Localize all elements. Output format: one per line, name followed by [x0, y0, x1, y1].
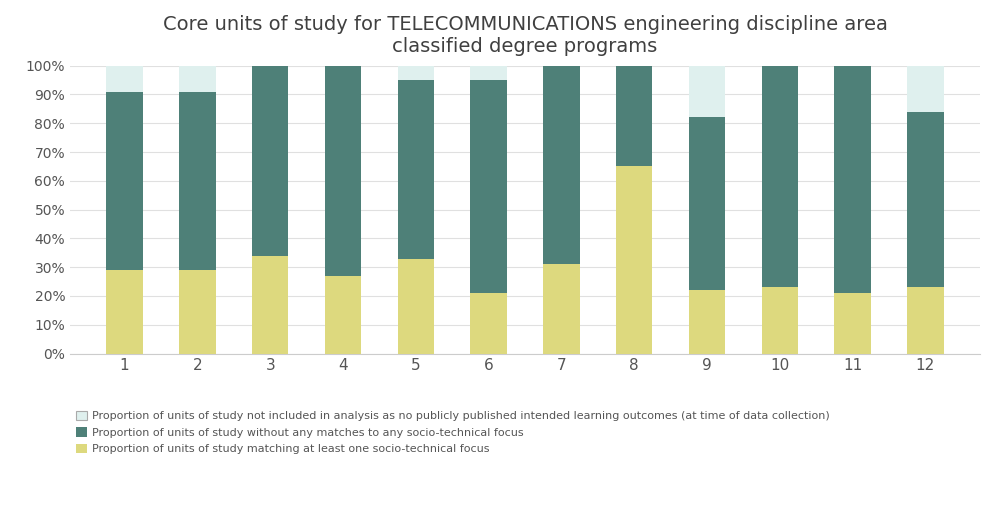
- Bar: [689, 66, 725, 118]
- Bar: [252, 66, 288, 256]
- Bar: [470, 293, 507, 354]
- Bar: [398, 259, 434, 354]
- Bar: [543, 66, 580, 264]
- Bar: [325, 276, 361, 354]
- Bar: [179, 66, 216, 91]
- Bar: [106, 270, 143, 354]
- Bar: [470, 80, 507, 293]
- Bar: [398, 80, 434, 259]
- Title: Core units of study for TELECOMMUNICATIONS engineering discipline area
classifie: Core units of study for TELECOMMUNICATIO…: [163, 15, 887, 56]
- Bar: [543, 264, 580, 354]
- Bar: [106, 91, 143, 270]
- Bar: [325, 66, 361, 276]
- Bar: [689, 290, 725, 354]
- Bar: [762, 66, 798, 287]
- Bar: [106, 66, 143, 91]
- Bar: [834, 66, 871, 293]
- Bar: [470, 66, 507, 80]
- Bar: [616, 167, 652, 354]
- Bar: [907, 112, 944, 287]
- Bar: [616, 66, 652, 167]
- Bar: [907, 66, 944, 112]
- Bar: [689, 118, 725, 290]
- Bar: [907, 287, 944, 354]
- Bar: [179, 270, 216, 354]
- Bar: [398, 66, 434, 80]
- Bar: [252, 256, 288, 354]
- Bar: [179, 91, 216, 270]
- Legend: Proportion of units of study not included in analysis as no publicly published i: Proportion of units of study not include…: [76, 411, 830, 454]
- Bar: [762, 287, 798, 354]
- Bar: [834, 293, 871, 354]
